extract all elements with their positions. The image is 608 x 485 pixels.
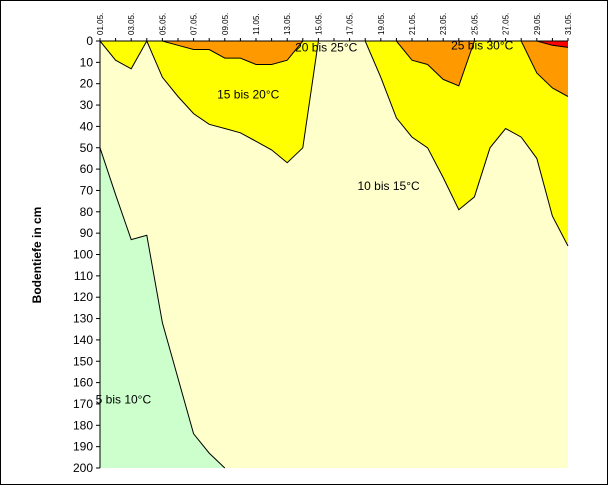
zone-labels: 5 bis 10°C 10 bis 15°C 15 bis 20°C 20 bis 2… [96, 38, 514, 406]
x-tick-label: 17.05. [346, 13, 355, 35]
axes [96, 38, 569, 469]
y-tick-label: 70 [80, 183, 94, 197]
y-tick-label: 40 [80, 119, 94, 133]
x-tick-label: 01.05. [96, 13, 105, 35]
x-tick-label: 31.05. [564, 13, 573, 35]
x-tick-label: 29.05. [533, 13, 542, 35]
zone-label: 10 bis 15°C [358, 179, 421, 193]
x-tick-label: 11.05. [252, 13, 261, 35]
zone-label: 5 bis 10°C [96, 393, 152, 407]
x-tick-labels: 01.05. 03.05. 05.05. 07.05. 09.05. 11.05. 13.0… [96, 13, 573, 35]
zone-label: 15 bis 20°C [217, 87, 280, 101]
x-tick-label: 25.05. [470, 13, 479, 35]
x-tick-label: 15.05. [314, 13, 323, 35]
y-tick-label: 100 [73, 248, 93, 262]
y-tick-label: 130 [73, 312, 93, 326]
x-tick-label: 09.05. [221, 13, 230, 35]
x-tick-label: 05.05. [158, 13, 167, 35]
y-tick-label: 160 [73, 376, 93, 390]
x-tick-label: 13.05. [283, 13, 292, 35]
y-tick-label: 140 [73, 333, 93, 347]
y-axis-label: Bodentiefe in cm [30, 207, 44, 304]
y-tick-label: 170 [73, 397, 93, 411]
y-tick-label: 20 [80, 77, 94, 91]
y-tick-label: 90 [80, 226, 94, 240]
zone-label: 20 bis 25°C [295, 40, 358, 54]
y-tick-label: 30 [80, 98, 94, 112]
temperature-zones [100, 41, 568, 468]
y-tick-label: 150 [73, 354, 93, 368]
x-tick-label: 19.05. [377, 13, 386, 35]
x-tick-label: 03.05. [127, 13, 136, 35]
y-tick-label: 190 [73, 440, 93, 454]
y-tick-label: 60 [80, 162, 94, 176]
y-tick-label: 120 [73, 290, 93, 304]
y-tick-label: 180 [73, 418, 93, 432]
y-tick-label: 200 [73, 461, 93, 475]
y-tick-label: 50 [80, 141, 94, 155]
y-tick-label: 80 [80, 205, 94, 219]
x-tick-label: 07.05. [190, 13, 199, 35]
isotherm-line [99, 147, 226, 469]
zone-label: 25 bis 30°C [451, 38, 514, 52]
x-tick-label: 27.05. [502, 13, 511, 35]
y-tick-label: 10 [80, 55, 94, 69]
x-tick-label: 23.05. [439, 13, 448, 35]
zone-15-20 [100, 41, 568, 468]
y-tick-labels: 0 10 20 30 40 50 60 70 80 90 100 110 120 130 140 150 160… [73, 34, 93, 475]
y-tick-label: 110 [74, 269, 93, 283]
x-tick-label: 21.05. [408, 13, 417, 35]
y-tick-label: 0 [86, 34, 93, 48]
